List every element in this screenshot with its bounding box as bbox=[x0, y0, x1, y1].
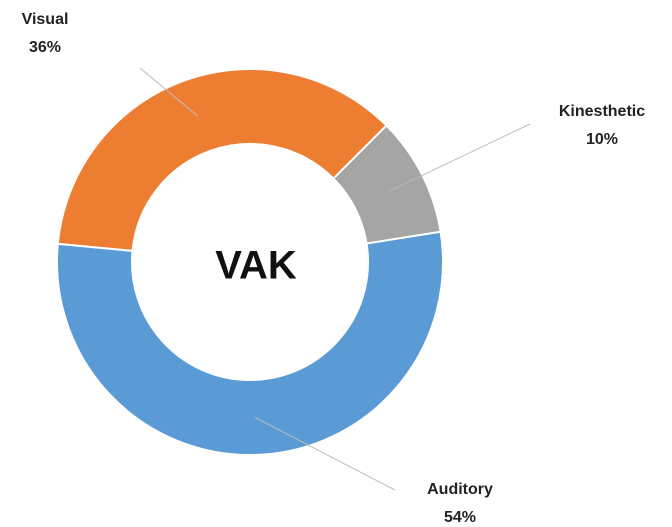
donut-segment bbox=[56, 68, 388, 252]
leader-line bbox=[139, 67, 198, 117]
value-label: 36% bbox=[29, 39, 61, 56]
chart-title: VAK bbox=[215, 244, 297, 288]
donut-segment bbox=[56, 230, 444, 456]
value-label: 54% bbox=[444, 509, 476, 526]
category-label: Kinesthetic bbox=[559, 103, 645, 120]
value-label: 10% bbox=[586, 131, 618, 148]
category-label: Auditory bbox=[427, 481, 493, 498]
leader-line bbox=[388, 123, 531, 192]
leader-line bbox=[254, 416, 396, 491]
category-label: Visual bbox=[22, 11, 69, 28]
